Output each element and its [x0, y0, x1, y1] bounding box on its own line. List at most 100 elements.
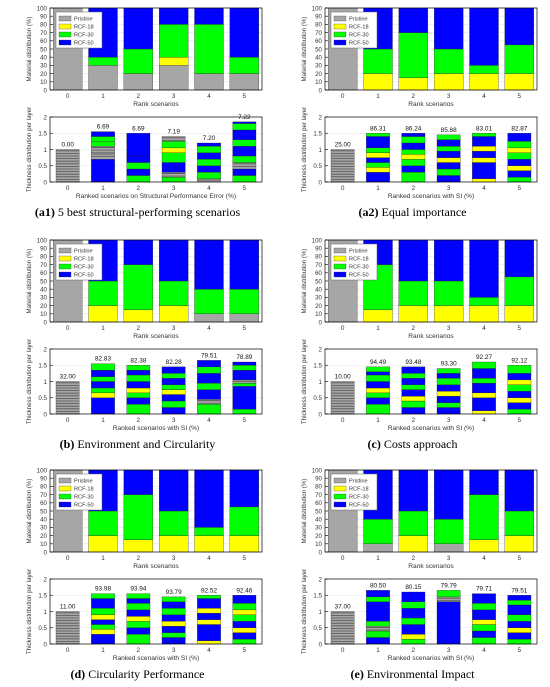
top-ytick-label: 40 — [40, 55, 47, 62]
bottom-bar-layer-rcf-30 — [366, 133, 390, 137]
bottom-bar-layer-rcf-50 — [472, 609, 496, 620]
bottom-xtick-label: 2 — [412, 417, 416, 424]
bottom-bar-layer-rcf-30 — [161, 141, 186, 149]
legend-swatch-rcf-18 — [333, 485, 347, 492]
bar-value-label: 80.15 — [405, 584, 421, 591]
legend-swatch-pristine — [58, 477, 72, 484]
top-ytick-label: 70 — [315, 262, 322, 269]
top-bar-segment-rcf-50 — [229, 469, 259, 508]
top-bar-segment-rcf-18 — [434, 305, 464, 323]
bottom-xtick-label: 4 — [207, 185, 211, 192]
bottom-bar-layer-rcf-18 — [472, 410, 496, 415]
top-ytick-label: 80 — [40, 22, 47, 29]
top-xtick-label: 1 — [376, 325, 380, 332]
caption-tag: (c) — [367, 437, 381, 451]
top-bar-segment-pristine — [123, 73, 153, 91]
bar-value-label: 11.00 — [60, 604, 76, 611]
bottom-xtick-label: 0 — [341, 417, 345, 424]
bar-value-label: 83.01 — [476, 125, 492, 132]
bottom-bar-layer-rcf-50 — [126, 155, 151, 163]
bar-value-label: 94.49 — [370, 359, 386, 366]
bottom-bar-layer-rcf-30 — [126, 634, 151, 645]
bottom-ylabel: Thickness distribution per layer — [26, 107, 33, 192]
top-bar-segment-rcf-30 — [469, 297, 499, 306]
bar-value-label: 79.51 — [201, 352, 217, 359]
top-bar-segment-rcf-50 — [434, 239, 464, 282]
bottom-xtick-label: 1 — [101, 647, 105, 654]
top-bar-segment-pristine — [229, 73, 259, 91]
bottom-bar-layer-rcf-18 — [197, 608, 221, 614]
caption-a1: (a1) 5 best structural-performing scenar… — [0, 205, 275, 220]
top-xtick-label: 3 — [447, 555, 451, 562]
top-bar-segment-rcf-30 — [159, 510, 189, 536]
bottom-bar-layer-rcf-50 — [126, 627, 151, 635]
top-bar-segment-rcf-30 — [194, 527, 224, 536]
bar-value-label: 93.79 — [166, 589, 182, 596]
top-bar-segment-rcf-30 — [469, 65, 499, 74]
top-bar-segment-rcf-18 — [159, 57, 189, 66]
legend-label: RCF-50 — [74, 41, 94, 47]
legend-label: RCF-50 — [349, 503, 369, 509]
bottom-bar-layer-rcf-18 — [436, 391, 461, 397]
top-bar-segment-rcf-18 — [159, 535, 189, 553]
bottom-ylabel: Thickness distribution per layer — [301, 569, 308, 654]
legend-swatch-rcf-30 — [333, 493, 347, 500]
top-xtick-label: 2 — [412, 93, 416, 100]
legend: Pristine RCF-18 RCF-30 RCF-50 — [55, 473, 103, 511]
bottom-ytick-label: 0 — [319, 411, 323, 418]
bottom-bar-layer-rcf-50 — [436, 601, 461, 645]
top-ytick-label: 20 — [40, 303, 47, 310]
bottom-ytick-label: 1.5 — [38, 363, 47, 370]
bottom-ytick-label: 1.5 — [313, 363, 322, 370]
bottom-ytick-label: 1 — [319, 379, 323, 386]
bar-value-label: 85.88 — [441, 127, 457, 134]
top-bar-segment-rcf-18 — [363, 309, 393, 323]
top-bar-segment-rcf-50 — [398, 239, 428, 282]
legend-label: RCF-18 — [74, 257, 94, 263]
bottom-xlabel: Ranked scenarios on Structural Performan… — [76, 193, 236, 200]
bottom-bar-layer-rcf-30 — [161, 632, 186, 638]
top-ytick-label: 70 — [315, 492, 322, 499]
caption-tag: (d) — [70, 667, 86, 681]
bottom-ytick-label: 2 — [319, 346, 323, 353]
bottom-bar-layer-rcf-50 — [197, 360, 221, 368]
bottom-ylabel: Thickness distribution per layer — [301, 339, 308, 424]
top-ytick-label: 70 — [40, 262, 47, 269]
legend-swatch-pristine — [333, 15, 347, 22]
top-xtick-label: 4 — [207, 555, 211, 562]
bottom-bar-layer-rcf-50 — [366, 637, 390, 645]
bottom-bar-layer-rcf-18 — [126, 387, 151, 394]
bottom-bar-layer-rcf-30 — [366, 630, 390, 638]
bottom-bar-layer-rcf-30 — [472, 624, 496, 632]
bottom-bar-layer-rcf-30 — [436, 402, 461, 408]
bar-value-label: 93.94 — [130, 586, 146, 593]
top-ytick-label: 90 — [40, 476, 47, 483]
top-bar-segment-rcf-30 — [229, 57, 259, 74]
top-bar-segment-rcf-30 — [504, 510, 534, 536]
bottom-bar-layer-rcf-18 — [401, 395, 426, 402]
bottom-bar-layer-rcf-50 — [507, 170, 532, 178]
caption-e: (e) Environmental Impact — [275, 667, 550, 682]
top-axes-frame — [49, 7, 263, 91]
legend-label: RCF-50 — [349, 41, 369, 47]
bottom-bar-layer-rcf-30 — [232, 614, 257, 622]
top-bar-segment-rcf-30 — [88, 57, 118, 66]
bottom-bar-layer-rcf-50 — [91, 381, 115, 389]
bar-value-label: 93.30 — [441, 361, 457, 368]
top-bar-segment-rcf-50 — [469, 469, 499, 495]
bottom-xtick-label: 3 — [172, 417, 176, 424]
top-ytick-label: 0 — [319, 319, 323, 326]
bottom-xtick-label: 3 — [172, 185, 176, 192]
top-bar-segment-rcf-18 — [504, 535, 534, 553]
legend-label: Pristine — [349, 249, 368, 255]
top-bar-segment-rcf-30 — [504, 276, 534, 306]
top-bar-segment-rcf-18 — [123, 309, 153, 323]
bottom-ytick-label: 1.5 — [38, 131, 47, 138]
top-xtick-label: 1 — [101, 555, 105, 562]
bottom-bar-layer-rcf-50 — [366, 601, 390, 622]
bottom-xlabel: Ranked scenarios with SI (%) — [113, 425, 200, 432]
top-bar-segment-rcf-18 — [363, 73, 393, 91]
top-ytick-label: 100 — [312, 5, 323, 12]
top-ylabel: Material distribution (%) — [301, 249, 308, 314]
